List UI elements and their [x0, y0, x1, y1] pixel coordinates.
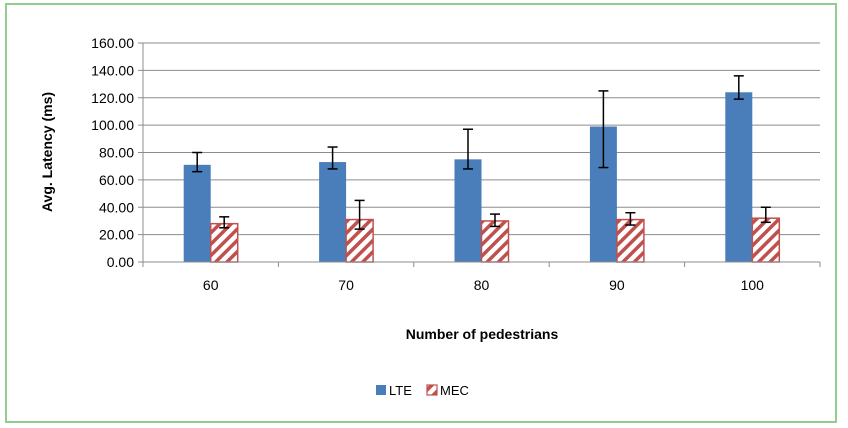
x-axis-ticks: 60 70 80 90 100	[203, 277, 764, 293]
x-tick-label: 70	[338, 277, 354, 293]
x-axis-title: Number of pedestrians	[406, 326, 559, 342]
legend: LTE MEC	[376, 383, 469, 398]
bar-lte-100	[725, 92, 753, 263]
bar-mec-90	[616, 218, 645, 263]
y-tick-label: 20.00	[99, 227, 134, 243]
y-axis-title: Avg. Latency (ms)	[39, 92, 55, 212]
y-tick-label: 100.00	[91, 117, 134, 133]
y-tick-label: 0.00	[107, 254, 134, 270]
bar-lte-60	[183, 164, 211, 262]
bar-lte-80	[454, 159, 482, 262]
bar-mec-100	[751, 217, 781, 263]
legend-swatch-lte	[376, 385, 386, 395]
x-tick-label: 100	[741, 277, 765, 293]
bars	[183, 92, 781, 263]
legend-label-lte: LTE	[389, 383, 412, 398]
x-tick-label: 90	[609, 277, 625, 293]
legend-swatch-mec	[426, 384, 438, 396]
x-tick-label: 80	[474, 277, 490, 293]
error-bars	[192, 75, 771, 230]
bar-lte-70	[319, 162, 347, 262]
legend-label-mec: MEC	[440, 383, 469, 398]
y-axis-ticks: 0.00 20.00 40.00 60.00 80.00 100.00 120.00 140.…	[91, 35, 134, 270]
y-tick-label: 140.00	[91, 62, 134, 78]
y-tick-label: 40.00	[99, 199, 134, 215]
y-tick-label: 120.00	[91, 90, 134, 106]
bar-mec-60	[209, 222, 239, 263]
y-tick-label: 80.00	[99, 145, 134, 161]
chart-frame	[5, 3, 837, 423]
x-axis	[142, 261, 821, 267]
y-tick-label: 60.00	[99, 172, 134, 188]
x-tick-label: 60	[203, 277, 219, 293]
y-tick-label: 160.00	[91, 35, 134, 51]
